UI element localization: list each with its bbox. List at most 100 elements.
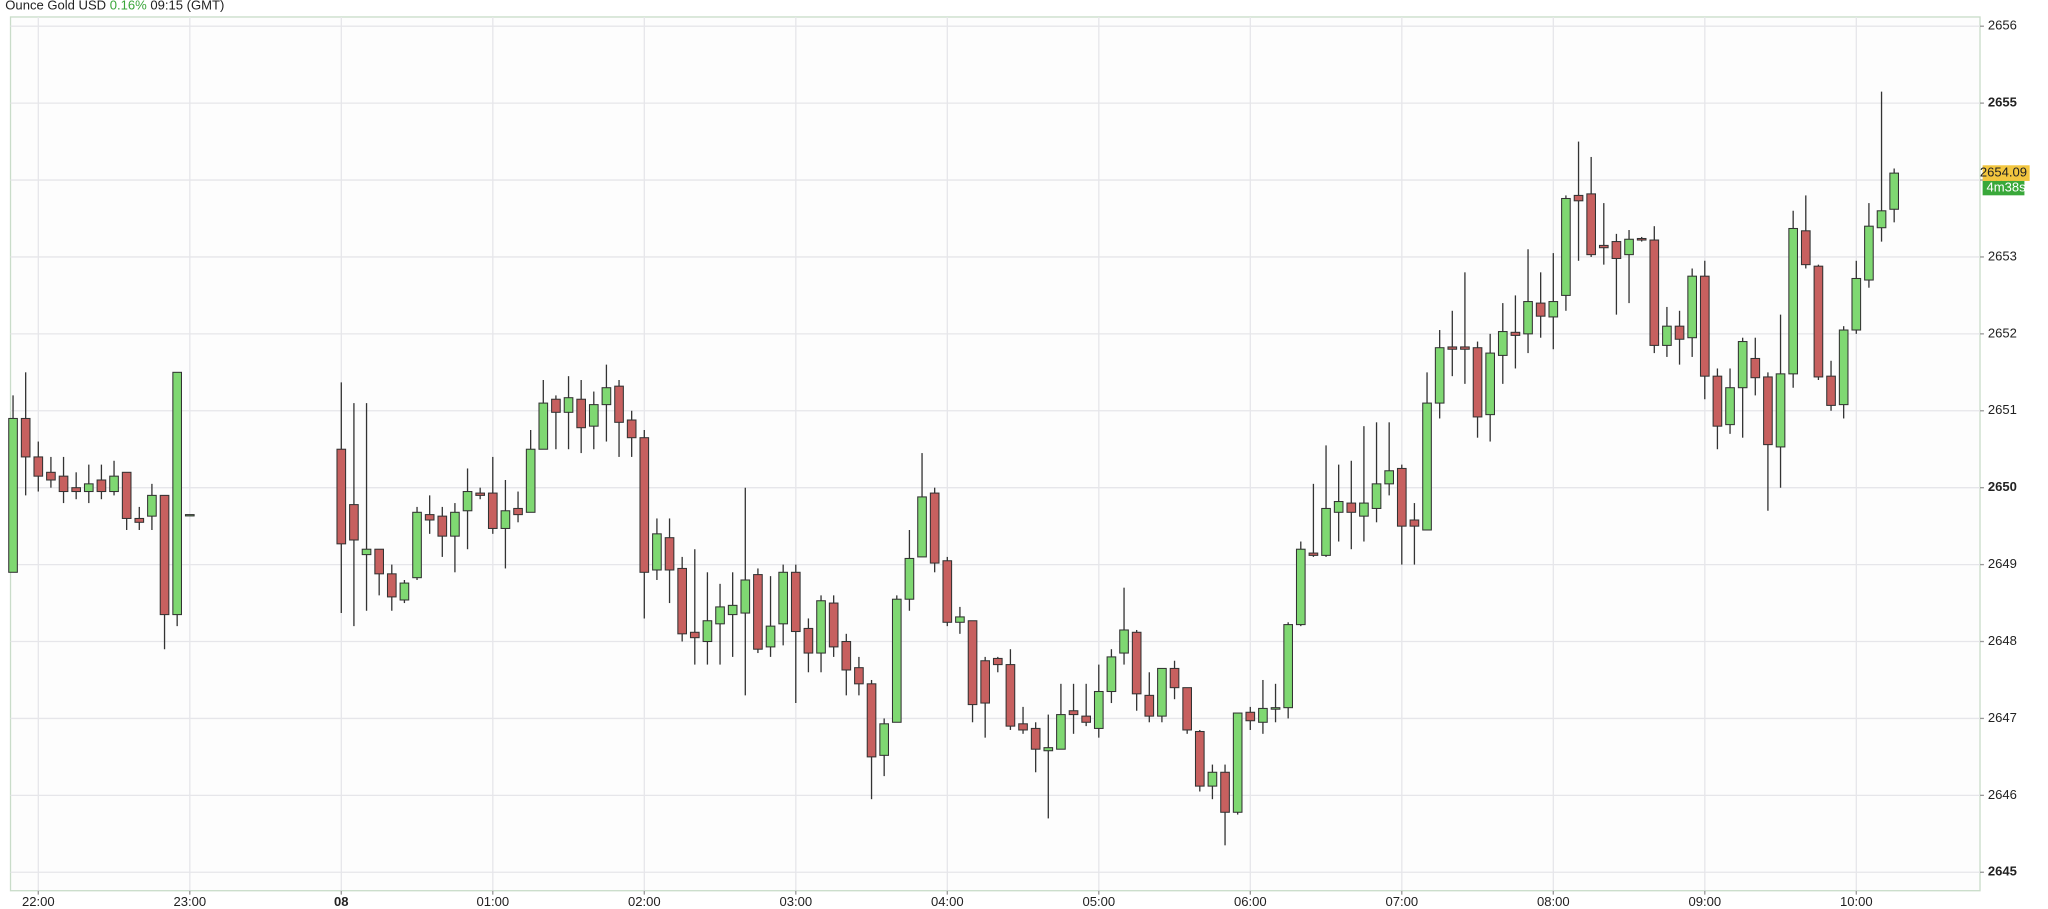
- candle-body: [942, 560, 953, 623]
- candle-body: [109, 475, 119, 493]
- y-tick-label: 2649: [1988, 556, 2017, 571]
- candle-body: [172, 371, 182, 616]
- candle-body: [1826, 375, 1836, 406]
- candle-body: [513, 507, 523, 516]
- candle-body: [1308, 552, 1319, 556]
- x-tick-label: 08:00: [1537, 894, 1570, 909]
- candle-body: [917, 496, 927, 558]
- y-tick-label: 2653: [1988, 248, 2017, 263]
- candle-body: [1131, 631, 1142, 695]
- candle-body: [1447, 346, 1458, 350]
- candle-body: [399, 582, 410, 601]
- candle-body: [1876, 210, 1887, 229]
- candle-body: [1194, 730, 1205, 787]
- candle-body: [1359, 502, 1369, 517]
- x-tick-label: 01:00: [476, 894, 509, 909]
- candle-body: [879, 723, 889, 756]
- candle-body: [1005, 664, 1016, 727]
- candle-body: [20, 417, 31, 458]
- candle-body: [955, 616, 965, 623]
- candle-body: [1472, 347, 1483, 418]
- candle-body: [1510, 331, 1521, 336]
- candle-body: [437, 515, 448, 537]
- x-tick-label: 08: [334, 894, 349, 909]
- y-tick-label: 2645: [1988, 864, 2017, 879]
- candle-body: [727, 604, 738, 616]
- candle-body: [1737, 341, 1748, 389]
- y-tick-label: 2646: [1988, 787, 2017, 802]
- candle-body: [753, 574, 763, 650]
- candle-body: [1157, 667, 1167, 717]
- candle-body: [841, 640, 852, 671]
- candle-body: [71, 487, 81, 493]
- candle-body: [1725, 387, 1735, 426]
- candle-body: [1775, 373, 1786, 448]
- candle-body: [1750, 357, 1761, 379]
- candle-body: [525, 448, 536, 513]
- candle-body: [450, 511, 460, 537]
- candle-body: [96, 479, 107, 493]
- time: 09:15 (GMT): [150, 0, 224, 13]
- candle-body: [715, 606, 725, 625]
- candle-body: [1611, 241, 1622, 260]
- candle-body: [702, 620, 713, 643]
- last-price-tag: [1982, 165, 2030, 181]
- candle-body: [967, 620, 978, 706]
- candle-body: [601, 387, 612, 406]
- candle-body: [1712, 375, 1723, 427]
- candle-body: [689, 631, 700, 639]
- candle-body: [576, 398, 586, 429]
- x-tick-label: 07:00: [1385, 894, 1418, 909]
- candle-body: [1270, 707, 1281, 710]
- candle-body: [1068, 710, 1079, 716]
- candle-body: [677, 567, 687, 635]
- candle-body: [614, 385, 624, 423]
- candle-body: [1207, 771, 1218, 787]
- candle-body: [816, 600, 826, 654]
- candle-body: [778, 571, 788, 625]
- candle-body: [866, 683, 877, 758]
- candle-body: [121, 471, 132, 519]
- candle-body: [626, 419, 637, 439]
- candle-body: [184, 514, 195, 517]
- chart-title: Ounce Gold USD: [5, 0, 106, 13]
- candle-body: [1838, 329, 1849, 406]
- candle-body: [1662, 325, 1672, 346]
- y-tick-label: 2655: [1988, 95, 2017, 110]
- candle-body: [992, 657, 1003, 666]
- candle-body: [147, 494, 157, 517]
- candle-body: [1333, 501, 1344, 513]
- candle-body: [1346, 502, 1357, 513]
- candle-body: [904, 557, 915, 600]
- candle-body: [1232, 712, 1243, 813]
- candle-body: [1586, 193, 1596, 256]
- x-tick-label: 06:00: [1234, 894, 1267, 909]
- candle-body: [1396, 467, 1407, 527]
- y-tick-label: 2647: [1988, 710, 2017, 725]
- candle-body: [1800, 230, 1811, 266]
- candle-body: [83, 483, 94, 493]
- candle-body: [828, 602, 839, 648]
- candle-body: [475, 492, 485, 496]
- candle-body: [765, 625, 776, 648]
- candle-body: [1535, 302, 1546, 317]
- candles: [8, 91, 1899, 846]
- candle-body: [1687, 275, 1697, 339]
- candle-body: [1422, 402, 1432, 531]
- countdown: 4m38s: [1987, 180, 2027, 195]
- candle-body: [1699, 275, 1710, 377]
- candle-body: [790, 571, 801, 633]
- candle-body: [462, 491, 473, 512]
- x-tick-label: 03:00: [779, 894, 812, 909]
- candle-body: [500, 510, 511, 529]
- x-tick-label: 10:00: [1840, 894, 1873, 909]
- countdown-tag: [1982, 180, 2025, 196]
- x-tick-label: 22:00: [22, 894, 55, 909]
- candle-body: [1056, 714, 1066, 750]
- candle-body: [349, 504, 359, 541]
- candle-body: [1813, 265, 1824, 378]
- plot-frame: [9, 16, 1981, 892]
- candle-body: [1889, 172, 1899, 210]
- candle-body: [1460, 346, 1470, 350]
- candle-body: [551, 398, 561, 413]
